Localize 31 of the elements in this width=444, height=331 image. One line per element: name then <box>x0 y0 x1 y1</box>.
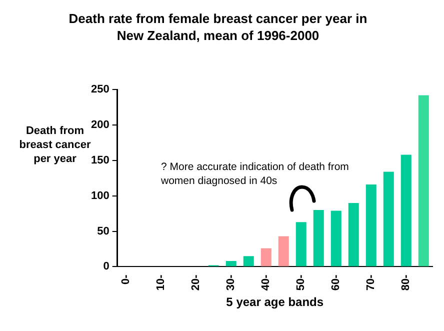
bar <box>260 248 272 266</box>
x-axis-title: 5 year age bands <box>226 295 324 310</box>
annotation: ? More accurate indication of death from women diagnosed in 40s <box>161 160 350 188</box>
x-tick-label: 10- <box>155 274 168 291</box>
bar <box>278 236 289 266</box>
bar <box>226 261 236 266</box>
chart-title: Death rate from female breast cancer per year in New Zealand, mean of 1996-2000 <box>68 10 368 44</box>
bar <box>418 95 429 266</box>
x-tick-label: 80- <box>400 274 412 291</box>
bar <box>366 184 376 266</box>
y-tick-label: 250 <box>90 84 110 96</box>
x-tick-label: 60- <box>330 274 342 291</box>
x-tick-label: 20- <box>190 274 202 291</box>
bar <box>243 256 254 266</box>
y-tick-label: 200 <box>90 119 110 132</box>
y-tick-label: 50 <box>97 225 110 238</box>
bar <box>383 172 394 266</box>
bar <box>313 210 324 266</box>
y-tick-label: 0 <box>103 260 110 273</box>
x-tick-label: 30- <box>225 274 238 291</box>
y-tick-label: 150 <box>90 154 110 166</box>
bar <box>348 202 359 266</box>
y-tick-label: 100 <box>90 190 110 202</box>
y-axis-title: Death from breast cancer per year <box>19 125 91 165</box>
x-tick-label: 50- <box>295 274 308 291</box>
x-tick-label: 70- <box>365 274 378 291</box>
x-tick-label: 0- <box>120 274 132 284</box>
x-tick-label: 40- <box>260 274 272 291</box>
bar <box>330 210 342 266</box>
bar <box>296 222 306 266</box>
bar <box>400 154 412 266</box>
